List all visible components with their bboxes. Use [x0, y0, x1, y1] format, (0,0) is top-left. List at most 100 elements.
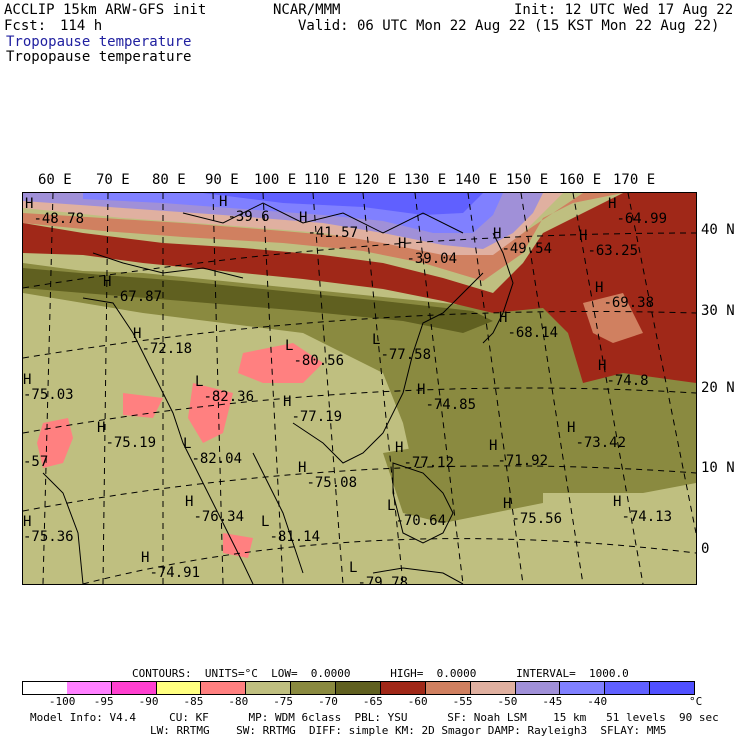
colorbar-tick-label: -70 [318, 695, 338, 708]
lon-label: 120 E [354, 172, 397, 188]
colorbar-swatch [201, 681, 247, 695]
lat-label: 10 N [701, 460, 735, 476]
extremum-label: H -75.56 [503, 496, 563, 527]
lon-label: 170 E [613, 172, 656, 188]
field-fill-minus70-b [383, 443, 543, 523]
field-fill-minus80 [37, 418, 73, 468]
colorbar-swatch [246, 681, 292, 695]
org-label: NCAR/MMM [273, 2, 341, 18]
colorbar-swatch [336, 681, 381, 695]
field-title-primary: Tropopause temperature [6, 34, 192, 50]
field-fill-minus70 [23, 263, 696, 493]
colorbar-tick-label: -85 [183, 695, 204, 708]
extremum-label: H -64.99 [608, 196, 668, 227]
colorbar-swatch [515, 681, 561, 695]
extremum-label: H -75.36 [23, 514, 74, 545]
colorbar-tick-label: -75 [273, 695, 294, 708]
contour-info: CONTOURS: UNITS=°C LOW= 0.0000 HIGH= 0.0… [132, 667, 629, 680]
extremum-label: L -82.36 [195, 374, 255, 405]
extremum-label: H -74.85 [417, 382, 477, 413]
extremum-label: H -77.19 [283, 394, 343, 425]
lat-label: 40 N [701, 222, 735, 238]
field-fill-minus80-e [223, 533, 253, 558]
extremum-label: H -72.18 [133, 326, 193, 357]
colorbar-tick-label: -100 [48, 695, 76, 708]
extremum-label: H -73.42 [567, 420, 627, 451]
valid-time: Valid: 06 UTC Mon 22 Aug 22 (15 KST Mon … [298, 18, 720, 34]
lon-label: 160 E [559, 172, 602, 188]
extremum-label: H -39.6 [219, 194, 270, 225]
map-canvas [23, 193, 696, 584]
lon-label: 130 E [404, 172, 447, 188]
colorbar-swatch [560, 681, 606, 695]
model-info-line1: Model Info: V4.4 CU: KF MP: WDM 6class P… [30, 711, 719, 724]
extremum-label: H -74.13 [613, 494, 673, 525]
lat-label: 20 N [701, 380, 735, 396]
lon-label: 140 E [455, 172, 498, 188]
extremum-label: L -77.58 [372, 332, 432, 363]
extremum-label: H -48.78 [25, 196, 85, 227]
field-fill-minus35 [203, 193, 483, 215]
colorbar-tick-label: -55 [452, 695, 473, 708]
lon-label: 80 E [152, 172, 186, 188]
forecast-label: Fcst: [4, 18, 47, 34]
extremum-label: L -80.56 [285, 338, 345, 369]
extremum-label: H -41.57 [299, 210, 359, 241]
colorbar-swatch [380, 681, 426, 695]
field-fill-minus55-b [583, 293, 643, 343]
extremum-label: H -74.91 [141, 550, 201, 581]
colorbar-tick-label: -50 [497, 695, 518, 708]
colorbar-swatch [425, 681, 471, 695]
graticule [23, 193, 696, 584]
colorbar-tick-label: -80 [228, 695, 249, 708]
extremum-label: H -67.87 [103, 274, 163, 305]
lon-label: 60 E [38, 172, 72, 188]
model-info-line2: LW: RRTMG SW: RRTMG DIFF: simple KM: 2D … [150, 724, 667, 737]
colorbar-swatch [650, 681, 695, 695]
lat-label: 30 N [701, 303, 735, 319]
colorbar-tick-label: -60 [407, 695, 428, 708]
extremum-label: H -63.25 [579, 228, 639, 259]
colorbar-tick-label: -65 [362, 695, 383, 708]
extremum-label: L -79.78 [349, 560, 409, 585]
colorbar-swatch [605, 681, 651, 695]
extremum-label: H -74.8 [598, 358, 649, 389]
extremum-label: -57 [23, 454, 49, 470]
colorbar-swatch [291, 681, 337, 695]
coastlines [42, 202, 514, 584]
colorbar-swatch [22, 681, 68, 695]
extremum-label: H -76.34 [185, 494, 245, 525]
colorbar-swatch [66, 681, 112, 695]
extremum-label: H -68.14 [499, 310, 559, 341]
extremum-label: H -75.08 [298, 460, 358, 491]
tropopause-temperature-map: H -48.78 H -39.6 H -41.57 H -39.04 H -49… [22, 192, 697, 585]
field-fill-minus80-d [123, 393, 163, 418]
extremum-label: H -39.04 [398, 236, 458, 267]
field-fill-minus80-b [238, 343, 323, 383]
extremum-label: H -49.54 [493, 226, 553, 257]
model-title: ACCLIP 15km ARW-GFS init [4, 2, 207, 18]
extremum-label: L -81.14 [261, 514, 321, 545]
lon-label: 110 E [304, 172, 347, 188]
colorbar-tick-label: -45 [542, 695, 563, 708]
extremum-label: H -75.19 [97, 420, 157, 451]
lon-label: 70 E [96, 172, 130, 188]
lat-label: 0 [701, 541, 710, 557]
extremum-label: H -69.38 [595, 280, 655, 311]
colorbar-swatch [470, 681, 516, 695]
lon-label: 90 E [205, 172, 239, 188]
extremum-label: H -77.12 [395, 440, 455, 471]
lon-label: 100 E [254, 172, 297, 188]
forecast-hours: 114 h [60, 18, 103, 34]
colorbar-tick-label: -40 [587, 695, 608, 708]
field-fill-minus55 [23, 193, 623, 281]
colorbar-swatch [156, 681, 202, 695]
init-time: Init: 12 UTC Wed 17 Aug 22 [514, 2, 734, 18]
colorbar-unit: °C [689, 695, 703, 708]
field-fill-minus60 [23, 193, 696, 383]
colorbar-tick-label: -90 [138, 695, 159, 708]
colorbar-swatch [111, 681, 157, 695]
field-fill-minus80-c [188, 383, 233, 443]
lon-label: 150 E [506, 172, 549, 188]
extremum-label: H -71.92 [489, 438, 549, 469]
